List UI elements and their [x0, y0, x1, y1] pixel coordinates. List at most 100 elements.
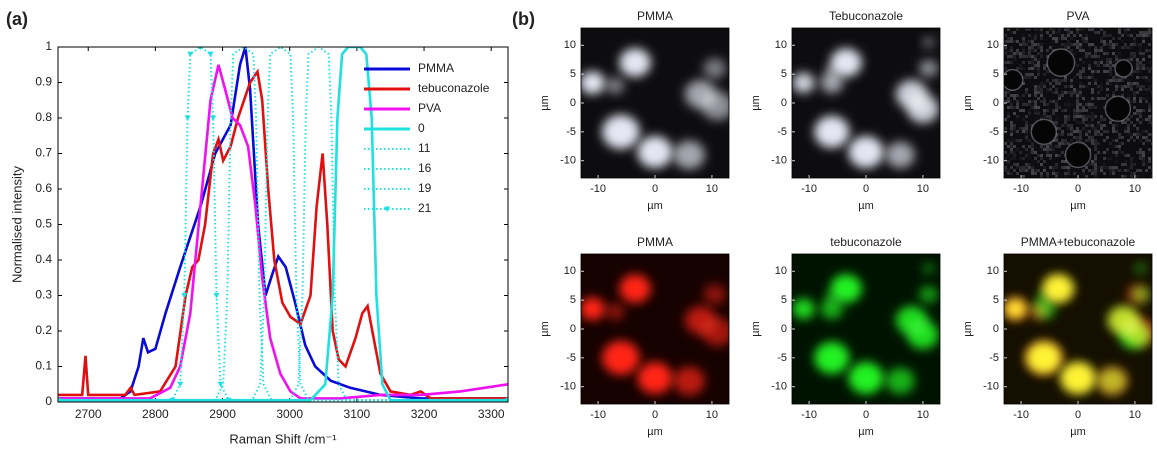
noise — [1094, 169, 1097, 172]
noise — [1040, 85, 1043, 88]
noise — [1082, 121, 1085, 124]
noise — [1025, 52, 1028, 55]
noise — [1043, 172, 1046, 175]
noise — [1148, 31, 1151, 34]
noise — [1142, 160, 1145, 163]
y-tick-label: 10 — [987, 265, 999, 277]
noise — [1094, 97, 1097, 100]
noise — [1133, 58, 1136, 61]
noise — [1145, 49, 1148, 52]
noise — [1130, 43, 1133, 46]
image-title: Tebuconazole — [829, 9, 903, 23]
noise — [1070, 139, 1073, 142]
noise — [1067, 34, 1070, 37]
y-tick-label: 0.3 — [35, 288, 52, 302]
noise — [1109, 67, 1112, 70]
noise — [1127, 133, 1130, 136]
blob — [792, 298, 815, 320]
noise — [1103, 40, 1106, 43]
noise — [1124, 31, 1127, 34]
noise — [1139, 115, 1142, 118]
noise — [1094, 106, 1097, 109]
noise — [1070, 124, 1073, 127]
noise — [1022, 169, 1025, 172]
noise — [1109, 73, 1112, 76]
noise — [1022, 43, 1025, 46]
noise — [1100, 151, 1103, 154]
noise — [1142, 76, 1145, 79]
noise — [1022, 166, 1025, 169]
noise — [1031, 49, 1034, 52]
noise — [1061, 160, 1064, 163]
series-line — [58, 47, 508, 402]
noise — [1079, 109, 1082, 112]
marker — [177, 381, 184, 388]
noise — [1052, 37, 1055, 40]
noise — [1136, 82, 1139, 85]
noise — [1139, 67, 1142, 70]
noise — [1055, 82, 1058, 85]
noise — [1064, 172, 1067, 175]
noise — [1022, 52, 1025, 55]
noise — [1016, 103, 1019, 106]
x-tick-label: 0 — [863, 409, 869, 421]
noise — [1115, 124, 1118, 127]
noise — [1052, 166, 1055, 169]
noise — [1055, 31, 1058, 34]
noise — [1106, 37, 1109, 40]
noise — [1106, 157, 1109, 160]
y-tick-label: 0.5 — [35, 217, 52, 231]
noise — [1094, 127, 1097, 130]
noise — [1004, 67, 1007, 70]
noise — [1049, 157, 1052, 160]
noise — [1127, 169, 1130, 172]
noise — [1079, 112, 1082, 115]
noise — [1088, 46, 1091, 49]
noise — [1118, 58, 1121, 61]
noise — [1070, 49, 1073, 52]
noise — [1082, 169, 1085, 172]
noise — [1148, 139, 1151, 142]
marker — [207, 51, 214, 58]
blob — [907, 94, 939, 124]
noise — [1037, 112, 1040, 115]
noise — [1079, 43, 1082, 46]
noise — [1076, 109, 1079, 112]
noise — [1106, 61, 1109, 64]
noise — [1052, 121, 1055, 124]
noise — [1046, 115, 1049, 118]
noise — [1046, 55, 1049, 58]
noise — [1079, 139, 1082, 142]
noise — [1022, 100, 1025, 103]
noise — [1139, 70, 1142, 73]
noise — [1097, 70, 1100, 73]
noise — [1055, 172, 1058, 175]
noise — [1085, 100, 1088, 103]
noise — [1025, 43, 1028, 46]
noise — [1064, 124, 1067, 127]
noise — [1139, 130, 1142, 133]
noise — [1025, 175, 1028, 178]
noise — [1145, 31, 1148, 34]
noise — [1067, 106, 1070, 109]
noise — [1127, 154, 1130, 157]
noise — [1076, 28, 1079, 31]
noise — [1082, 31, 1085, 34]
noise — [1112, 139, 1115, 142]
noise — [1139, 85, 1142, 88]
noise — [1115, 145, 1118, 148]
noise — [1016, 67, 1019, 70]
noise — [1076, 127, 1079, 130]
noise — [1109, 46, 1112, 49]
noise — [1055, 37, 1058, 40]
x-tick-label: -10 — [590, 183, 606, 195]
noise — [1046, 175, 1049, 178]
noise — [1097, 130, 1100, 133]
noise — [1076, 46, 1079, 49]
noise — [1148, 103, 1151, 106]
noise — [1130, 172, 1133, 175]
image-title: PMMA — [637, 235, 673, 249]
noise — [1055, 145, 1058, 148]
noise — [1112, 46, 1115, 49]
blob — [820, 72, 844, 94]
